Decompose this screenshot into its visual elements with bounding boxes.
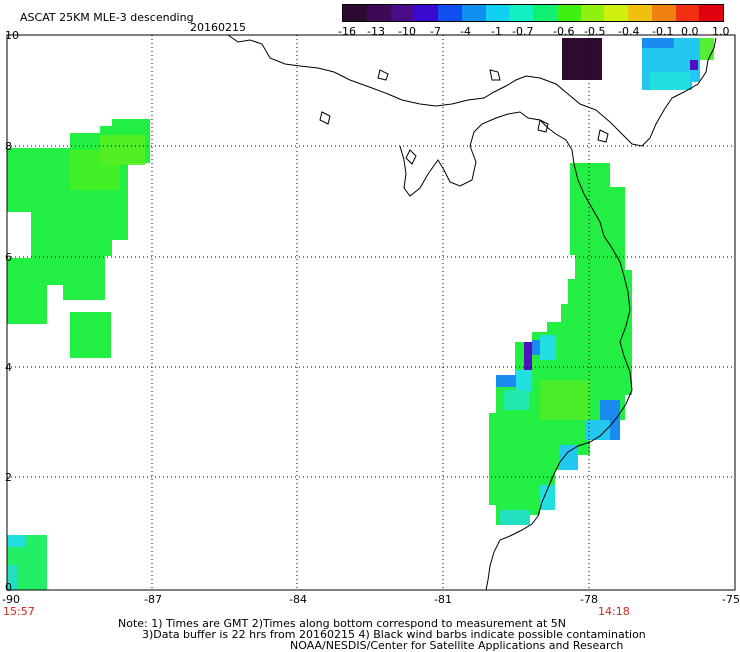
coastline-colombia (485, 163, 633, 591)
data-cell-block (504, 390, 530, 410)
island-outline (537, 119, 549, 133)
y-tick-label: 4 (5, 361, 12, 374)
data-cell-block (500, 510, 530, 525)
x-tick-label: -84 (289, 593, 307, 606)
data-cell-block (540, 485, 555, 510)
colorbar-tick: 1.0 (712, 25, 730, 38)
colorbar-tick: -0.5 (584, 25, 606, 38)
x-tick-label: -81 (434, 593, 452, 606)
coastline (227, 34, 717, 591)
coastline-central-america (227, 34, 717, 147)
data-cell-block (540, 335, 556, 360)
data-cell-block (7, 535, 25, 547)
data-cell-block (700, 38, 714, 60)
data-cell-block (585, 420, 610, 440)
data-cell-block (70, 312, 111, 358)
colorbar-segment (651, 5, 676, 21)
x-tick-label: -75 (722, 593, 740, 606)
data-cell-block (7, 565, 17, 590)
colorbar-tick: -0.6 (553, 25, 575, 38)
colorbar-segment (509, 5, 533, 21)
island-outline (405, 149, 417, 165)
data-cell-block (496, 375, 516, 387)
data-cell-block (560, 445, 578, 470)
colorbar-tick: -0.7 (512, 25, 534, 38)
x-tick-label: -90 (2, 593, 20, 606)
colorbar-segment (414, 5, 438, 21)
colorbar-segment (675, 5, 700, 21)
island-outline (489, 69, 501, 81)
data-cell-block (642, 38, 674, 48)
coastline-panama-south (399, 111, 575, 197)
colorbar-tick: -0.4 (618, 25, 640, 38)
colorbar-segment (485, 5, 510, 21)
x-tick-label: -78 (580, 593, 598, 606)
x-tick-label: -87 (144, 593, 162, 606)
colorbar-segment (390, 5, 415, 21)
grid-lines (7, 35, 735, 590)
colorbar-segment (628, 5, 652, 21)
colorbar-tick: -0.1 (652, 25, 674, 38)
data-cell-block (562, 38, 602, 80)
map-date: 20160215 (190, 21, 246, 34)
note-line-1: Note: 1) Times are GMT 2)Times along bot… (118, 617, 566, 630)
colorbar-segment (604, 5, 628, 21)
data-cell-shade (100, 135, 145, 165)
colorbar-tick: -10 (398, 25, 416, 38)
colorbar-segment (438, 5, 462, 21)
time-left: 15:57 (3, 605, 35, 618)
colorbar-segment (343, 5, 367, 21)
y-tick-label: 2 (5, 471, 12, 484)
data-cell-block (690, 60, 698, 70)
island-outline (377, 69, 389, 81)
data-cell-block (532, 340, 540, 355)
colorbar-tick: -16 (338, 25, 356, 38)
data-cell-block (524, 342, 532, 370)
map-title: ASCAT 25KM MLE-3 descending (20, 11, 194, 24)
data-cell-region (489, 163, 632, 525)
note-line-3: NOAA/NESDIS/Center for Satellite Applica… (290, 639, 624, 652)
data-cell-block (516, 370, 532, 392)
y-tick-label: 10 (5, 29, 19, 42)
data-cell-block (7, 258, 47, 324)
colorbar-tick: -7 (430, 25, 441, 38)
colorbar-tick: 0.0 (681, 25, 699, 38)
time-right: 14:18 (598, 605, 630, 618)
plot-frame (6, 34, 736, 591)
island-outline (319, 111, 331, 125)
colorbar-segment (533, 5, 557, 21)
note-line-2: 3)Data buffer is 22 hrs from 20160215 4)… (142, 628, 646, 641)
colorbar-tick: -13 (367, 25, 385, 38)
colorbar-segment (366, 5, 391, 21)
wind-data-cells (7, 38, 714, 590)
data-cell-shade (540, 380, 590, 420)
colorbar-tick: -4 (460, 25, 471, 38)
colorbar-segment (699, 5, 723, 21)
colorbar-tick: -1 (491, 25, 502, 38)
island-outline (597, 129, 609, 143)
y-tick-label: 0 (5, 581, 12, 594)
y-tick-label: 8 (5, 140, 12, 153)
colorbar-segment (556, 5, 581, 21)
colorbar (342, 4, 724, 22)
colorbar-segment (580, 5, 605, 21)
y-tick-label: 6 (5, 251, 12, 264)
colorbar-segment (461, 5, 486, 21)
data-cell-block (650, 72, 690, 90)
